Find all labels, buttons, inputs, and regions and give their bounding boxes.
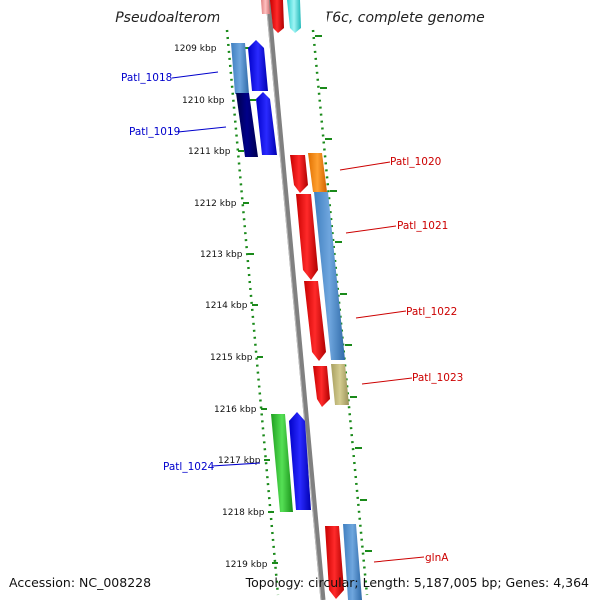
- gene-patl-1024[interactable]: [289, 412, 311, 510]
- kbp-labels: 1209 kbp 1210 kbp 1211 kbp 1212 kbp 1213…: [174, 44, 268, 570]
- kbp-label: 1209 kbp: [174, 44, 217, 54]
- kbp-label: 1216 kbp: [214, 405, 257, 415]
- kbp-label: 1211 kbp: [188, 147, 231, 157]
- label-leader-lines: [171, 71, 425, 563]
- kbp-label: 1217 kbp: [218, 456, 261, 466]
- kbp-label: 1219 kbp: [225, 560, 268, 570]
- kbp-label: 1218 kbp: [222, 508, 265, 518]
- kbp-label: 1210 kbp: [182, 96, 225, 106]
- gene-label-patl-1020[interactable]: Patl_1020: [390, 156, 441, 168]
- feature-top-cyan[interactable]: [287, 0, 301, 33]
- gene-patl-1019-inner[interactable]: [236, 93, 258, 157]
- gene-patl-1022[interactable]: [304, 281, 326, 361]
- kbp-label: 1215 kbp: [210, 353, 253, 363]
- genome-summary-text: Topology: circular; Length: 5,187,005 bp…: [245, 575, 589, 590]
- gene-patl-1023[interactable]: [313, 366, 330, 407]
- genome-backbone-highlight: [265, 0, 322, 600]
- gene-label-patl-1023[interactable]: Patl_1023: [412, 372, 463, 384]
- gene-label-patl-1024[interactable]: Patl_1024: [163, 461, 215, 473]
- gene-label-patl-1018[interactable]: Patl_1018: [121, 72, 172, 84]
- kbp-label: 1212 kbp: [194, 199, 237, 209]
- kbp-label: 1214 kbp: [205, 301, 248, 311]
- gene-labels: Patl_1018 Patl_1019 Patl_1020 Patl_1021 …: [121, 72, 463, 564]
- gene-patl-1020[interactable]: [290, 155, 308, 193]
- gene-patl-1018[interactable]: [248, 40, 268, 91]
- gene-patl-1021-adjacent[interactable]: [314, 192, 345, 360]
- gene-patl-1019[interactable]: [256, 92, 277, 155]
- gene-patl-1023-adjacent[interactable]: [331, 364, 349, 405]
- gene-patl-1021[interactable]: [296, 194, 318, 280]
- gene-glna-adjacent[interactable]: [343, 524, 362, 600]
- kbp-tick-marks-left: [238, 47, 278, 564]
- feature-top-red[interactable]: [270, 0, 284, 33]
- gene-patl-1024-adjacent[interactable]: [271, 414, 293, 512]
- kbp-label: 1213 kbp: [200, 250, 243, 260]
- gene-label-patl-1022[interactable]: Patl_1022: [406, 306, 457, 318]
- feature-top-pink[interactable]: [261, 0, 270, 14]
- gene-patl-1018-inner[interactable]: [231, 43, 249, 94]
- gene-label-glna[interactable]: glnA: [425, 552, 449, 564]
- gene-patl-1020-adjacent[interactable]: [308, 153, 327, 192]
- kbp-tick-marks-right: [315, 35, 372, 552]
- gene-label-patl-1021[interactable]: Patl_1021: [397, 220, 448, 232]
- accession-text: Accession: NC_008228: [9, 575, 152, 590]
- genome-backbone: [265, 0, 326, 600]
- gene-label-patl-1019[interactable]: Patl_1019: [129, 126, 180, 138]
- gene-glna[interactable]: [325, 526, 344, 599]
